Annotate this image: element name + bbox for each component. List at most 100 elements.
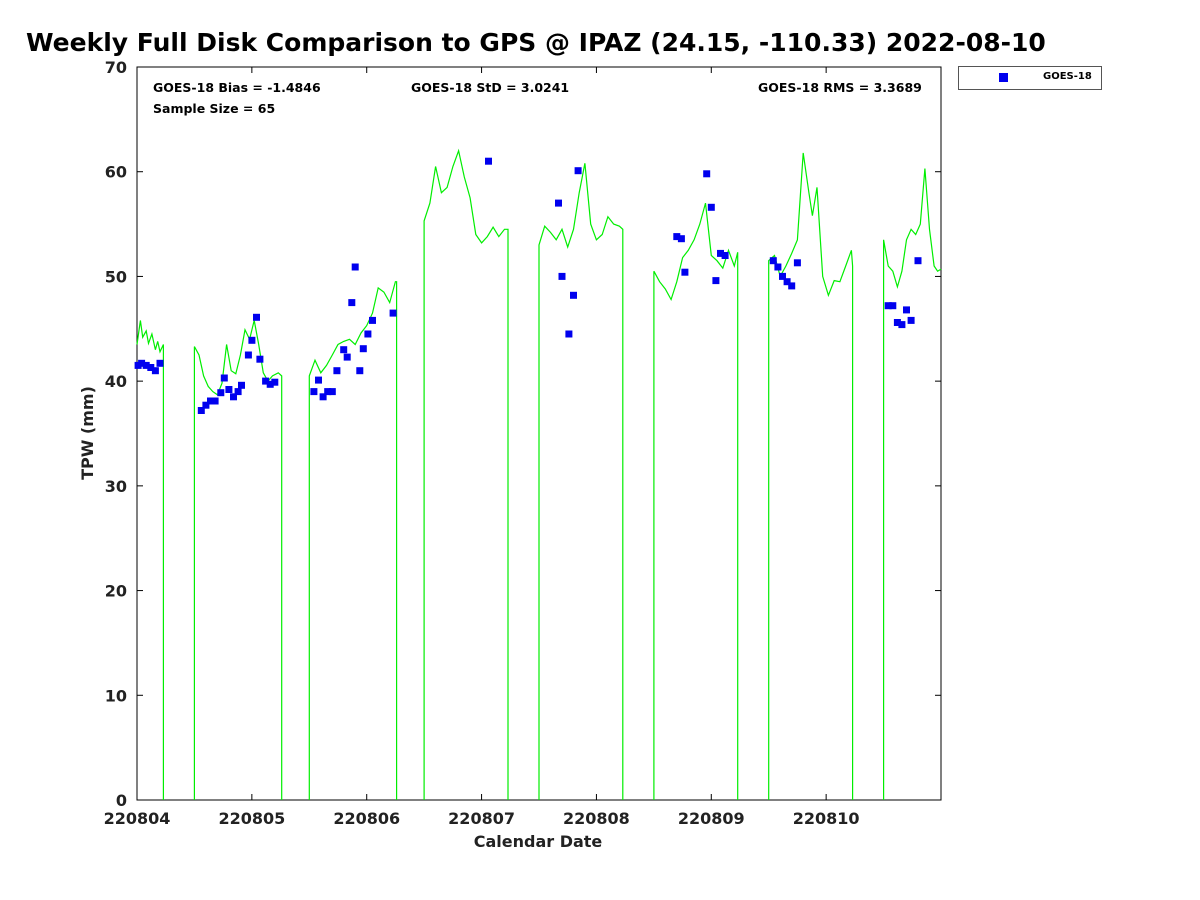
goes-data-point (225, 386, 233, 393)
goes-data-point (138, 359, 146, 367)
goes-data-point (555, 199, 562, 207)
y-tick-label: 0 (116, 791, 127, 810)
goes-data-point (356, 367, 364, 375)
goes-data-point (351, 263, 359, 271)
goes-data-point (328, 388, 336, 396)
goes-data-point (359, 345, 367, 353)
goes-series (134, 157, 922, 414)
goes-data-point (220, 374, 228, 382)
goes-data-point (319, 393, 327, 401)
goes-data-point (673, 233, 681, 241)
gps-line-segment (538, 163, 624, 800)
goes-data-point (898, 321, 906, 329)
rms-stat: GOES-18 RMS = 3.3689 (758, 80, 922, 95)
goes-data-point (707, 203, 715, 211)
y-axis-label: TPW (mm) (78, 386, 97, 480)
goes-data-point (783, 278, 791, 286)
chart-title: Weekly Full Disk Comparison to GPS @ IPA… (26, 28, 1046, 57)
legend: GOES-18 (958, 66, 1102, 90)
goes-data-point (207, 397, 214, 405)
gps-line-segment (768, 152, 854, 800)
gps-line-segment (423, 148, 509, 800)
goes-data-point (779, 272, 786, 280)
y-tick-label: 50 (105, 267, 127, 286)
gps-line-segment (308, 281, 398, 800)
goes-data-point (202, 401, 210, 409)
gps-line-segment (193, 320, 283, 800)
goes-data-point (333, 367, 341, 375)
goes-data-point (717, 249, 724, 257)
gps-line-segment (653, 202, 739, 800)
goes-data-point (315, 376, 322, 384)
x-axis: 220804 220805 220806 220807 220808 220809 2208… (104, 67, 860, 828)
x-tick-label: 220810 (793, 809, 860, 828)
goes-data-point (721, 252, 729, 259)
gps-series (136, 148, 942, 800)
goes-data-point (230, 393, 237, 401)
goes-data-point (703, 170, 711, 178)
legend-label: GOES-18 (1043, 71, 1092, 82)
x-tick-label: 220808 (563, 809, 630, 828)
goes-data-point (348, 299, 356, 307)
goes-data-point (256, 355, 264, 363)
goes-data-point (324, 388, 332, 396)
goes-data-point (681, 268, 689, 276)
goes-data-point (889, 302, 897, 310)
goes-data-point (485, 157, 492, 165)
gps-line-segment (136, 320, 164, 800)
goes-data-point (156, 359, 164, 367)
goes-data-point (197, 407, 205, 414)
goes-data-point (142, 361, 150, 369)
goes-data-point (364, 330, 372, 338)
std-stat: GOES-18 StD = 3.0241 (411, 80, 570, 95)
y-axis: 0 10 20 30 40 50 60 70 (105, 58, 941, 810)
y-tick-label: 30 (105, 477, 127, 496)
goes-data-point (310, 388, 318, 396)
x-tick-label: 220804 (104, 809, 171, 828)
goes-data-point (262, 377, 270, 385)
goes-data-point (788, 282, 796, 290)
y-tick-label: 10 (105, 686, 127, 705)
y-tick-label: 70 (105, 58, 127, 77)
goes-data-point (793, 259, 801, 267)
goes-data-point (893, 319, 901, 326)
y-tick-label: 40 (105, 372, 127, 391)
goes-data-point (570, 291, 577, 299)
goes-data-point (244, 351, 252, 359)
goes-data-point (234, 388, 242, 396)
bias-stat: GOES-18 Bias = -1.4846 (153, 80, 321, 95)
y-tick-label: 20 (105, 582, 127, 601)
goes-data-point (369, 316, 376, 324)
goes-data-point (558, 272, 566, 280)
goes-data-point (774, 263, 782, 271)
goes-data-point (211, 397, 219, 405)
goes-data-point (769, 257, 777, 265)
goes-data-point (903, 306, 910, 314)
goes-data-point (712, 277, 720, 285)
y-tick-label: 60 (105, 163, 127, 182)
x-axis-label: Calendar Date (474, 832, 603, 851)
goes-data-point (271, 378, 279, 386)
x-tick-label: 220806 (333, 809, 400, 828)
goes-data-point (907, 316, 915, 324)
goes-data-point (238, 381, 245, 389)
goes-data-point (248, 336, 256, 344)
goes-data-point (266, 380, 274, 388)
sample-size-stat: Sample Size = 65 (153, 101, 276, 116)
goes-data-point (677, 235, 685, 243)
gps-line-segment (882, 168, 942, 800)
legend-marker (999, 73, 1008, 82)
goes-data-point (565, 330, 573, 338)
goes-data-point (151, 367, 159, 375)
goes-data-point (914, 257, 922, 265)
goes-data-point (340, 346, 348, 354)
x-tick-label: 220807 (448, 809, 515, 828)
goes-data-point (253, 313, 260, 321)
x-tick-label: 220809 (678, 809, 745, 828)
goes-data-point (389, 309, 397, 317)
goes-data-point (147, 364, 155, 371)
x-tick-label: 220805 (218, 809, 285, 828)
goes-data-point (217, 389, 225, 397)
goes-data-point (884, 302, 892, 310)
